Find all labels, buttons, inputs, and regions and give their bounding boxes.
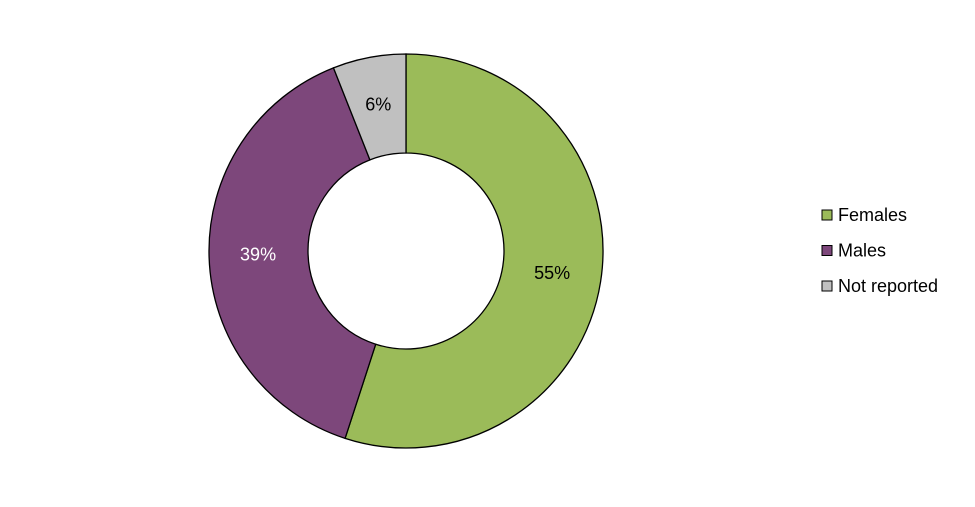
donut-segment: [208, 66, 377, 440]
donut-segment: [344, 53, 604, 449]
legend-label: Males: [838, 240, 886, 260]
legend-swatch: [821, 245, 833, 256]
legend-swatch: [821, 209, 833, 221]
data-label: 6%: [365, 94, 391, 114]
legend-swatch: [821, 280, 833, 292]
legend-label: Not reported: [838, 276, 938, 296]
legend-label: Females: [838, 205, 907, 225]
data-label: 55%: [534, 263, 570, 283]
donut-segment: [332, 53, 407, 161]
data-label: 39%: [240, 244, 276, 264]
